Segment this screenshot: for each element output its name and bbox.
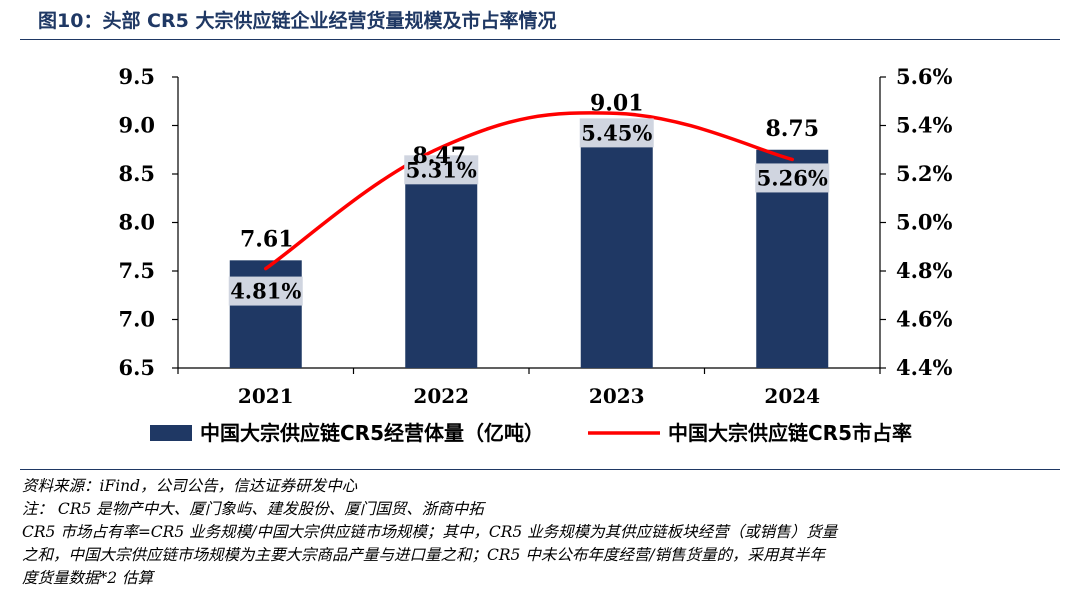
market-share-line <box>264 111 794 271</box>
left-tick-label: 7.5 <box>118 258 155 283</box>
share-label-box <box>755 163 830 193</box>
legend-line-label: 中国大宗供应链CR5市占率 <box>668 421 912 445</box>
notes-divider <box>20 469 1060 470</box>
category-label: 2023 <box>589 384 645 408</box>
chart-legend: 中国大宗供应链CR5经营体量（亿吨） 中国大宗供应链CR5市占率 <box>150 421 912 445</box>
footnote-line: 度货量数据*2 估算 <box>22 569 154 587</box>
share-label-box <box>404 155 479 185</box>
left-tick-label: 8.5 <box>118 161 155 186</box>
share-label: 5.31% <box>406 157 477 182</box>
bar <box>580 124 653 368</box>
left-tick-label: 6.5 <box>118 355 155 380</box>
legend-bar-label: 中国大宗供应链CR5经营体量（亿吨） <box>200 421 544 445</box>
chart-bars <box>229 124 829 368</box>
right-tick-label: 5.0% <box>896 210 953 235</box>
left-tick-label: 8.0 <box>118 210 155 235</box>
bar-value-label: 8.47 <box>412 143 466 169</box>
right-tick-label: 4.6% <box>896 307 953 332</box>
share-label-box <box>228 276 303 306</box>
title-divider <box>20 39 1060 40</box>
footnote-line: 之和，中国大宗供应链市场规模为主要大宗商品产量与进口量之和；CR5 中未公布年度… <box>22 546 826 564</box>
chart-axes: 6.5 7.0 7.5 8.0 8.5 9.0 9.5 4.4% 4.6% 4.8% 5.0% 5.2… <box>118 64 952 408</box>
chart-line <box>264 111 794 271</box>
right-tick-label: 5.6% <box>896 64 953 89</box>
category-label: 2024 <box>764 384 820 408</box>
bar-value-label: 8.75 <box>765 116 819 142</box>
right-tick-label: 5.2% <box>896 161 953 186</box>
category-label: 2021 <box>238 384 294 408</box>
left-tick-label: 7.0 <box>118 307 155 332</box>
figure-title: 图10：头部 CR5 大宗供应链企业经营货量规模及市占率情况 <box>38 10 557 32</box>
bar <box>405 176 478 368</box>
share-label-box <box>579 118 654 148</box>
footnotes: 资料来源：iFind，公司公告，信达证券研发中心 注： CR5 是物产中大、厦门… <box>22 475 1062 590</box>
bar-value-label: 7.61 <box>240 226 294 252</box>
legend-bar-swatch <box>150 425 192 441</box>
bar-line-chart: 6.5 7.0 7.5 8.0 8.5 9.0 9.5 4.4% 4.6% 4.8% 5.0% 5.2… <box>118 64 952 445</box>
bar <box>229 260 302 368</box>
share-label: 4.81% <box>230 279 301 304</box>
right-tick-label: 4.4% <box>896 355 953 380</box>
category-label: 2022 <box>413 384 469 408</box>
right-tick-label: 5.4% <box>896 113 953 138</box>
footnote-line: 注： CR5 是物产中大、厦门象屿、建发股份、厦门国贸、浙商中拓 <box>22 500 484 518</box>
right-tick-label: 4.8% <box>896 258 953 283</box>
footnote-line: CR5 市场占有率=CR5 业务规模/中国大宗供应链市场规模；其中，CR5 业务… <box>22 523 838 541</box>
left-tick-label: 9.5 <box>118 64 155 89</box>
chart-labels: 4.81% 5.31% 5.45% 5.26% 7.61 8.47 9.01 8.75 <box>228 91 830 306</box>
left-tick-label: 9.0 <box>118 113 155 138</box>
bar-value-label: 9.01 <box>590 91 644 117</box>
source-note: 资料来源：iFind，公司公告，信达证券研发中心 <box>22 477 358 495</box>
share-label: 5.45% <box>581 120 652 145</box>
share-label: 5.26% <box>757 165 828 190</box>
